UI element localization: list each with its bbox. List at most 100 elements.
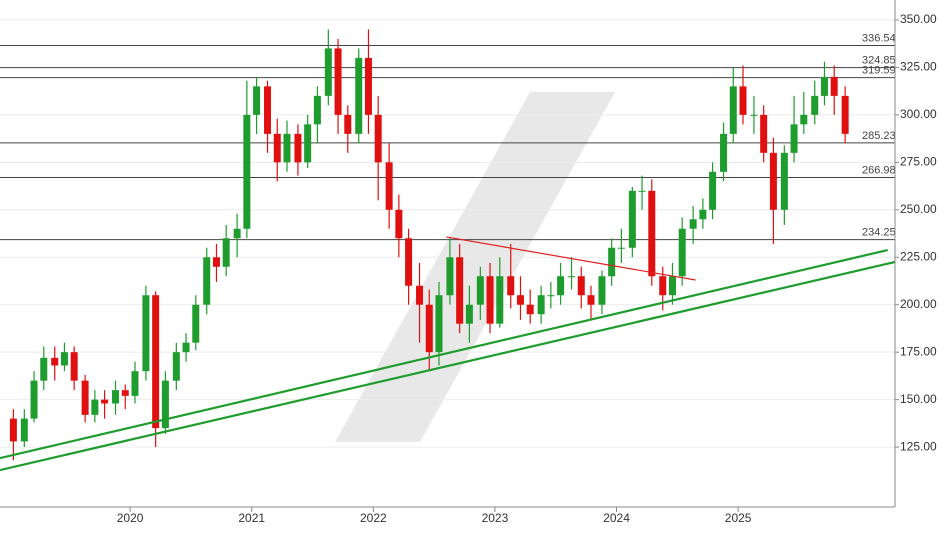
candle-body [273, 133, 281, 163]
candle-body [526, 304, 534, 315]
candle-body [355, 57, 363, 134]
candle-body [435, 295, 443, 353]
candle-body [385, 162, 393, 210]
candle-body [507, 276, 515, 296]
candle-body [496, 276, 504, 324]
candle-body [334, 48, 342, 115]
candle-body [304, 124, 312, 163]
candle-body [800, 114, 808, 125]
candle-body [820, 76, 828, 96]
candle-body [60, 352, 68, 366]
candle-body [648, 190, 656, 277]
candle-body [668, 276, 676, 296]
y-tick-label: 250.00 [900, 202, 937, 216]
trend-line [0, 248, 888, 460]
candle-body [739, 86, 747, 115]
candle-body [294, 133, 302, 163]
candle-body [790, 124, 798, 153]
y-tick-label: 125.00 [900, 439, 937, 453]
candle-body [486, 276, 494, 324]
candle-body [830, 76, 838, 96]
y-tick-label: 325.00 [900, 60, 937, 74]
candle-body [516, 295, 524, 305]
level-label: 266.98 [862, 164, 896, 176]
candle-body [720, 133, 728, 172]
y-tick-label: 200.00 [900, 297, 937, 311]
x-tick-label: 2021 [238, 511, 265, 525]
candle-body [811, 95, 819, 115]
x-tick-label: 2022 [360, 511, 387, 525]
candle-body [699, 209, 707, 220]
candle-body [446, 257, 454, 296]
candle-body [374, 114, 382, 163]
candle-body [729, 86, 737, 134]
candle-body [91, 399, 99, 415]
level-label: 324.85 [862, 55, 896, 67]
candle-body [264, 86, 272, 134]
candle-body [617, 247, 625, 249]
candle-body [750, 114, 758, 116]
candle-body [416, 285, 424, 305]
y-tick-label: 225.00 [900, 249, 937, 263]
candle-body [81, 380, 89, 415]
candle-body [222, 238, 230, 267]
watermark [335, 92, 615, 442]
candle-body [456, 257, 464, 324]
candle-body [152, 295, 160, 429]
candle-body [780, 152, 788, 210]
x-tick-label: 2025 [725, 511, 752, 525]
candle-body [425, 304, 433, 353]
candle-body [9, 418, 17, 442]
candle-body [547, 295, 555, 297]
x-tick-label: 2020 [117, 511, 144, 525]
candle-body [760, 114, 768, 153]
candle-body [557, 276, 565, 296]
y-tick-label: 350.00 [900, 12, 937, 26]
level-label: 336.54 [862, 32, 896, 44]
level-label: 285.23 [862, 130, 896, 142]
candle-body [172, 352, 180, 381]
candle-body [182, 342, 190, 353]
candle-body [51, 357, 59, 366]
candle-body [638, 190, 646, 192]
candle-body [161, 380, 169, 429]
candle-body [112, 390, 120, 404]
candle-body [537, 295, 545, 315]
candle-body [405, 238, 413, 286]
candle-body [30, 380, 38, 419]
trend-line [446, 236, 696, 281]
candle-body [628, 190, 636, 248]
candle-body [253, 86, 261, 115]
candle-body [121, 390, 129, 396]
level-label: 319.59 [862, 65, 896, 77]
candle-body [70, 352, 78, 381]
candle-body [395, 209, 403, 239]
candle-body [142, 295, 150, 372]
candle-body [364, 57, 372, 115]
candle-body [203, 257, 211, 305]
candle-body [577, 276, 585, 296]
y-tick-label: 175.00 [900, 344, 937, 358]
candle-body [598, 276, 606, 305]
y-tick-label: 275.00 [900, 154, 937, 168]
candle-body [608, 247, 616, 277]
candle-body [233, 228, 241, 239]
candle-body [20, 418, 28, 442]
y-tick-label: 300.00 [900, 107, 937, 121]
candle-body [709, 171, 717, 210]
candle-body [344, 114, 352, 134]
candle-body [313, 95, 321, 125]
x-tick-label: 2024 [603, 511, 630, 525]
candle-body [465, 304, 473, 324]
candle-body [324, 48, 332, 96]
candle-body [476, 276, 484, 305]
candle-body [283, 133, 291, 163]
candle-body [689, 219, 697, 229]
candle-body [192, 304, 200, 343]
candle-body [568, 276, 576, 278]
candle-body [212, 257, 220, 267]
candle-body [101, 399, 109, 404]
x-tick-label: 2023 [482, 511, 509, 525]
candle-body [40, 357, 48, 381]
